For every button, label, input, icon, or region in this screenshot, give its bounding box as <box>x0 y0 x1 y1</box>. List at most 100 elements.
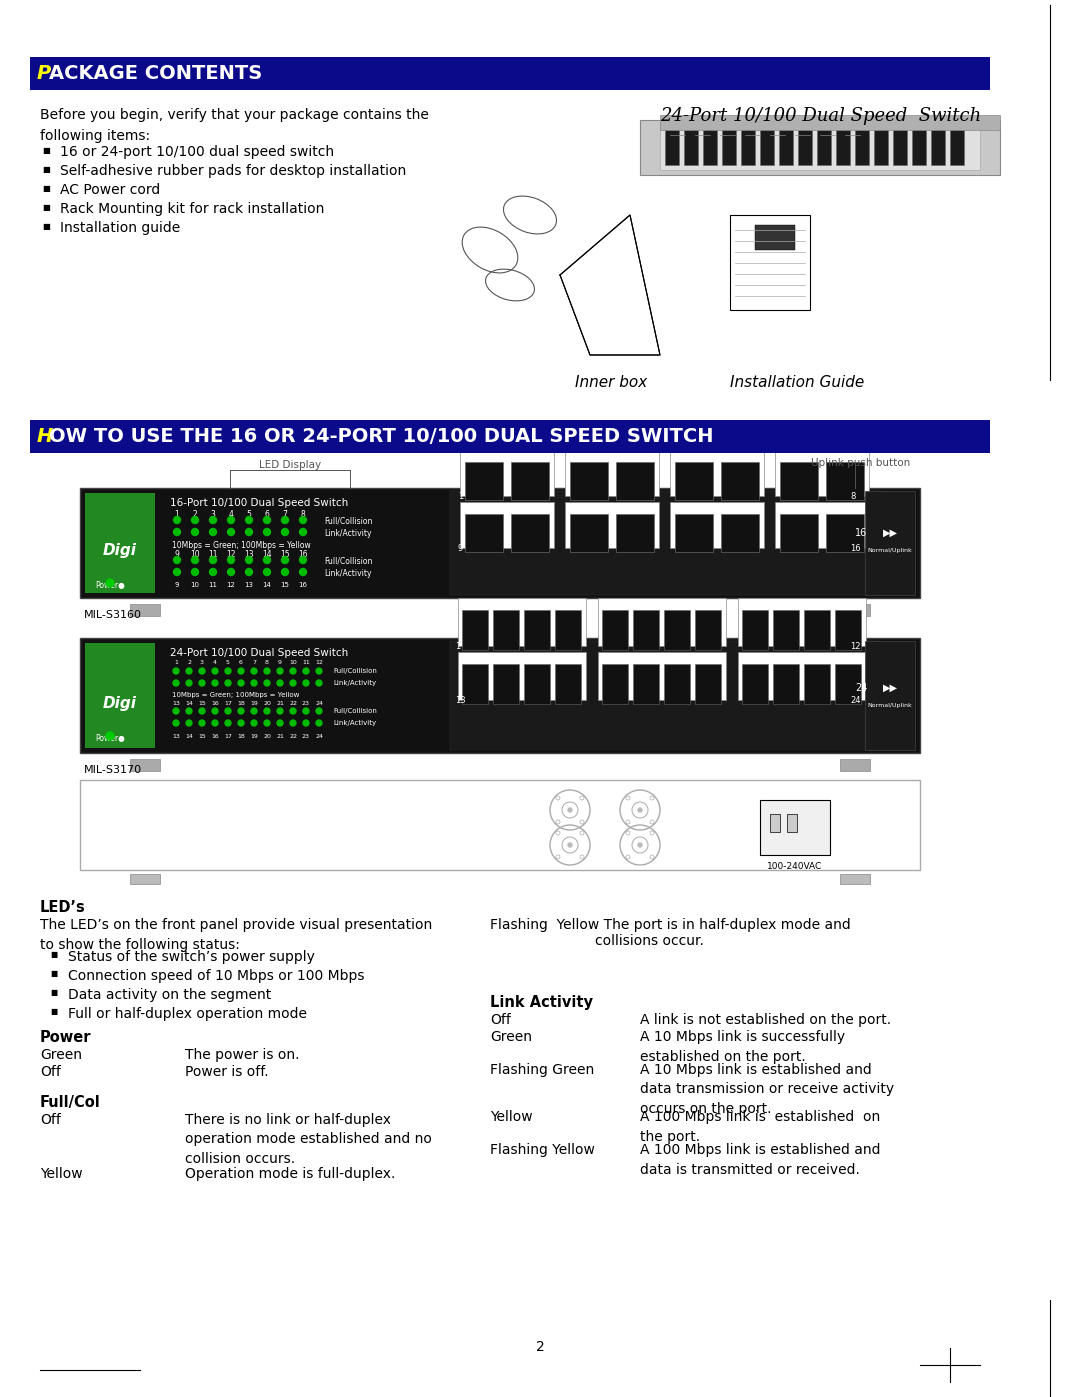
Text: 1: 1 <box>455 643 460 651</box>
Circle shape <box>212 668 218 673</box>
Text: Inner box: Inner box <box>575 374 647 390</box>
Circle shape <box>238 668 244 673</box>
Circle shape <box>225 668 231 673</box>
Bar <box>738 598 866 645</box>
Text: 4: 4 <box>229 510 233 520</box>
Text: 7: 7 <box>252 659 256 665</box>
Circle shape <box>238 680 244 686</box>
Circle shape <box>299 556 307 563</box>
Text: Power●: Power● <box>95 733 125 743</box>
Text: Digi: Digi <box>103 543 137 559</box>
Text: 1: 1 <box>458 492 463 502</box>
Bar <box>458 598 586 645</box>
Circle shape <box>291 680 296 686</box>
Text: 24-Port 10/100 Dual Speed  Switch: 24-Port 10/100 Dual Speed Switch <box>660 108 982 124</box>
Bar <box>511 514 549 552</box>
Circle shape <box>303 719 309 726</box>
Text: 11: 11 <box>302 659 310 665</box>
Bar <box>524 664 550 704</box>
Text: A 10 Mbps link is established and
data transmission or receive activity
occurs o: A 10 Mbps link is established and data t… <box>640 1063 894 1116</box>
Text: 7: 7 <box>283 510 287 520</box>
Text: 11: 11 <box>208 583 217 588</box>
Bar <box>633 664 659 704</box>
Text: 15: 15 <box>281 583 289 588</box>
Polygon shape <box>561 215 660 355</box>
Text: ■: ■ <box>50 950 57 958</box>
Text: 19: 19 <box>251 733 258 739</box>
Text: 14: 14 <box>262 550 272 559</box>
Bar <box>555 664 581 704</box>
Bar <box>460 450 554 496</box>
Bar <box>462 664 488 704</box>
Circle shape <box>245 569 253 576</box>
Text: Off: Off <box>490 1013 511 1027</box>
Bar <box>775 502 869 548</box>
Circle shape <box>199 668 205 673</box>
Text: 15: 15 <box>280 550 289 559</box>
Circle shape <box>291 668 296 673</box>
Text: 100-240VAC: 100-240VAC <box>768 862 823 870</box>
Text: 24: 24 <box>850 696 861 705</box>
Bar <box>696 664 721 704</box>
Text: Connection speed of 10 Mbps or 100 Mbps: Connection speed of 10 Mbps or 100 Mbps <box>68 970 365 983</box>
Circle shape <box>299 569 307 576</box>
Circle shape <box>238 708 244 714</box>
Text: 8: 8 <box>265 659 269 665</box>
Bar <box>741 124 755 165</box>
Circle shape <box>245 517 253 524</box>
Bar <box>640 120 1000 175</box>
Text: Flashing Yellow: Flashing Yellow <box>490 1143 595 1157</box>
Bar <box>660 120 980 170</box>
Text: 10: 10 <box>190 550 200 559</box>
Text: 18: 18 <box>238 733 245 739</box>
Circle shape <box>106 732 114 740</box>
Text: Off: Off <box>40 1065 60 1078</box>
Bar <box>826 514 864 552</box>
Text: Full or half-duplex operation mode: Full or half-duplex operation mode <box>68 1007 307 1021</box>
Text: The LED’s on the front panel provide visual presentation
to show the following s: The LED’s on the front panel provide vis… <box>40 918 432 951</box>
Circle shape <box>186 719 192 726</box>
Text: Full/Collision: Full/Collision <box>333 668 377 673</box>
Circle shape <box>174 528 180 535</box>
Bar <box>865 641 915 750</box>
Circle shape <box>228 528 234 535</box>
Circle shape <box>264 668 270 673</box>
Text: 11: 11 <box>208 550 218 559</box>
Text: 15: 15 <box>198 701 206 705</box>
Circle shape <box>212 708 218 714</box>
Circle shape <box>291 719 296 726</box>
Text: Link/Activity: Link/Activity <box>324 569 372 578</box>
Text: MIL-S3170: MIL-S3170 <box>84 766 143 775</box>
Bar <box>730 215 810 310</box>
Circle shape <box>282 517 288 524</box>
Circle shape <box>264 680 270 686</box>
Text: 22: 22 <box>289 701 297 705</box>
Bar <box>492 610 519 650</box>
Text: 17: 17 <box>224 733 232 739</box>
Circle shape <box>238 719 244 726</box>
Bar <box>770 814 780 833</box>
Text: 16: 16 <box>298 550 308 559</box>
Text: 21: 21 <box>276 733 284 739</box>
Text: Operation mode is full-duplex.: Operation mode is full-duplex. <box>185 1166 395 1180</box>
Text: collisions occur.: collisions occur. <box>490 935 704 949</box>
Circle shape <box>638 842 642 847</box>
Bar <box>598 652 726 700</box>
Text: 16: 16 <box>855 528 867 538</box>
Text: ■: ■ <box>50 970 57 978</box>
Text: 9: 9 <box>175 550 179 559</box>
Text: 24: 24 <box>315 701 323 705</box>
Circle shape <box>212 680 218 686</box>
Text: A 100 Mbps link is established and
data is transmitted or received.: A 100 Mbps link is established and data … <box>640 1143 880 1176</box>
Text: 12: 12 <box>315 659 323 665</box>
Circle shape <box>191 528 199 535</box>
Polygon shape <box>85 643 156 747</box>
Circle shape <box>282 528 288 535</box>
Bar <box>775 450 869 496</box>
Circle shape <box>303 680 309 686</box>
Circle shape <box>291 708 296 714</box>
Text: 6: 6 <box>239 659 243 665</box>
Text: Installation Guide: Installation Guide <box>730 374 864 390</box>
Text: A link is not established on the port.: A link is not established on the port. <box>640 1013 891 1027</box>
Circle shape <box>251 708 257 714</box>
